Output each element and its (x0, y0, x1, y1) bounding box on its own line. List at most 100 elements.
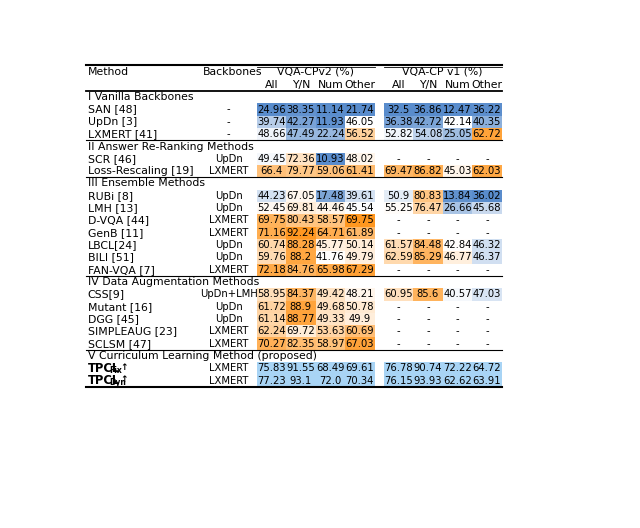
Text: 45.54: 45.54 (346, 203, 374, 213)
Text: SCLSM [47]: SCLSM [47] (88, 338, 151, 348)
Text: ↑: ↑ (120, 375, 128, 384)
Text: 48.21: 48.21 (346, 289, 374, 299)
Text: 61.41: 61.41 (346, 166, 374, 176)
Text: 42.27: 42.27 (287, 117, 315, 127)
Text: FAN-VQA [7]: FAN-VQA [7] (88, 265, 155, 275)
Bar (257, 362, 374, 374)
Text: 76.47: 76.47 (413, 203, 442, 213)
Text: 41.76: 41.76 (316, 252, 344, 262)
Bar (257, 374, 374, 386)
Text: Y/N: Y/N (419, 80, 437, 90)
Text: Fix: Fix (109, 366, 122, 375)
Text: All: All (265, 80, 278, 90)
Text: 88.28: 88.28 (287, 240, 315, 250)
Bar (257, 190, 286, 202)
Text: 84.48: 84.48 (414, 240, 442, 250)
Text: 92.24: 92.24 (287, 228, 315, 238)
Bar (286, 153, 316, 165)
Text: VQA-CPv2 (%): VQA-CPv2 (%) (277, 67, 354, 77)
Bar (257, 165, 286, 177)
Text: 88.9: 88.9 (290, 301, 312, 312)
Text: 47.49: 47.49 (287, 129, 315, 139)
Text: -: - (485, 326, 489, 336)
Text: CSS[9]: CSS[9] (88, 289, 125, 299)
Bar (257, 337, 286, 350)
Text: 82.35: 82.35 (287, 338, 315, 348)
Bar (384, 103, 413, 116)
Text: UpDn: UpDn (215, 252, 243, 262)
Text: -: - (456, 215, 460, 225)
Text: 93.93: 93.93 (413, 375, 442, 385)
Bar (413, 190, 443, 202)
Bar (345, 153, 374, 165)
Bar (316, 202, 345, 214)
Text: LXMERT [41]: LXMERT [41] (88, 129, 157, 139)
Text: -: - (485, 154, 489, 164)
Bar (257, 116, 286, 128)
Text: 45.68: 45.68 (472, 203, 501, 213)
Text: 46.37: 46.37 (472, 252, 501, 262)
Bar (257, 300, 286, 313)
Bar (345, 313, 374, 325)
Text: 80.43: 80.43 (287, 215, 315, 225)
Bar (316, 251, 345, 263)
Text: All: All (392, 80, 405, 90)
Text: 12.47: 12.47 (443, 105, 472, 115)
Text: V Curriculum Learning Method (proposed): V Curriculum Learning Method (proposed) (88, 351, 317, 361)
Text: II Answer Re-Ranking Methods: II Answer Re-Ranking Methods (88, 142, 253, 152)
Bar (345, 165, 374, 177)
Text: 42.14: 42.14 (443, 117, 472, 127)
Text: -: - (397, 154, 401, 164)
Text: 64.72: 64.72 (472, 363, 501, 373)
Bar (316, 337, 345, 350)
Bar (443, 251, 472, 263)
Text: 67.03: 67.03 (346, 338, 374, 348)
Text: 56.52: 56.52 (346, 129, 374, 139)
Text: 46.05: 46.05 (346, 117, 374, 127)
Text: 68.49: 68.49 (316, 363, 344, 373)
Bar (286, 263, 316, 276)
Bar (472, 202, 502, 214)
Text: 45.03: 45.03 (444, 166, 472, 176)
Text: -: - (397, 314, 401, 324)
Text: -: - (397, 301, 401, 312)
Text: 84.37: 84.37 (287, 289, 315, 299)
Text: 86.82: 86.82 (413, 166, 442, 176)
Bar (384, 116, 413, 128)
Text: SAN [48]: SAN [48] (88, 105, 136, 115)
Bar (286, 202, 316, 214)
Text: 69.61: 69.61 (346, 363, 374, 373)
Bar (257, 227, 286, 239)
Text: 80.83: 80.83 (414, 191, 442, 201)
Text: LXMERT: LXMERT (209, 228, 248, 238)
Bar (384, 251, 413, 263)
Text: LXMERT: LXMERT (209, 265, 248, 275)
Bar (472, 128, 502, 140)
Bar (384, 202, 413, 214)
Text: -: - (456, 301, 460, 312)
Text: -: - (456, 314, 460, 324)
Text: 62.72: 62.72 (472, 129, 501, 139)
Text: 90.74: 90.74 (413, 363, 442, 373)
Text: Dyn: Dyn (109, 378, 126, 387)
Bar (345, 214, 374, 227)
Text: -: - (227, 105, 230, 115)
Bar (316, 239, 345, 251)
Bar (384, 190, 413, 202)
Text: -: - (426, 228, 430, 238)
Text: 70.27: 70.27 (257, 338, 285, 348)
Bar (345, 116, 374, 128)
Bar (413, 288, 443, 300)
Bar (316, 227, 345, 239)
Text: 62.62: 62.62 (443, 375, 472, 385)
Bar (316, 288, 345, 300)
Text: LBCL[24]: LBCL[24] (88, 240, 137, 250)
Bar (345, 227, 374, 239)
Bar (316, 103, 345, 116)
Text: Other: Other (344, 80, 375, 90)
Text: GenB [11]: GenB [11] (88, 228, 143, 238)
Bar (384, 362, 502, 374)
Text: 61.57: 61.57 (384, 240, 413, 250)
Text: UpDn: UpDn (215, 191, 243, 201)
Bar (316, 313, 345, 325)
